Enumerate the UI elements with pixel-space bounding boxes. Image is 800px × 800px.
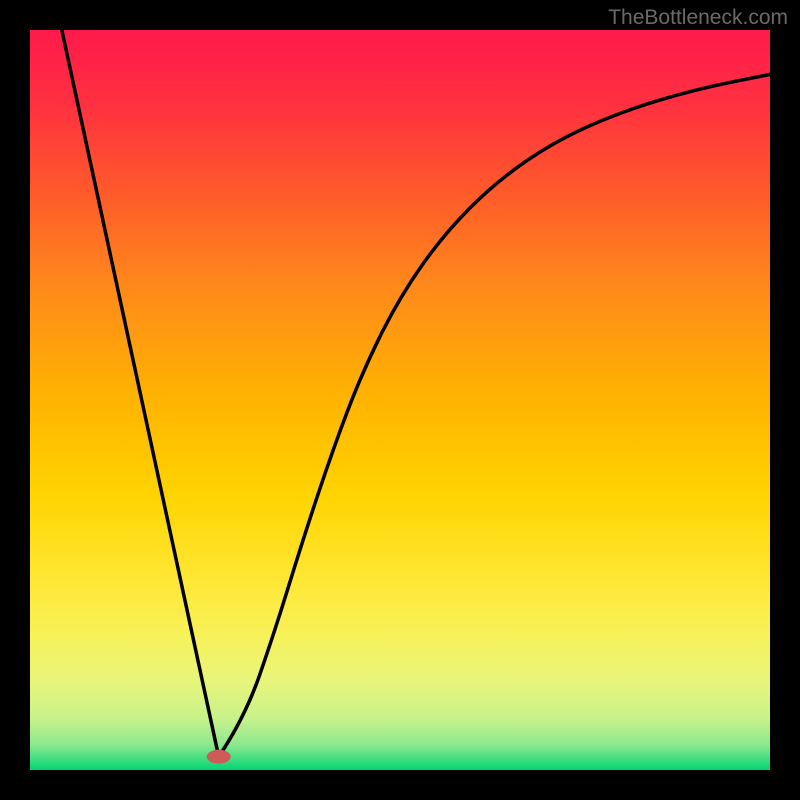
chart-container: TheBottleneck.com [0, 0, 800, 800]
curve-layer [30, 30, 770, 770]
plot-area [30, 30, 770, 770]
minimum-marker [207, 750, 231, 764]
watermark-text: TheBottleneck.com [608, 6, 788, 30]
bottleneck-curve [62, 30, 770, 757]
